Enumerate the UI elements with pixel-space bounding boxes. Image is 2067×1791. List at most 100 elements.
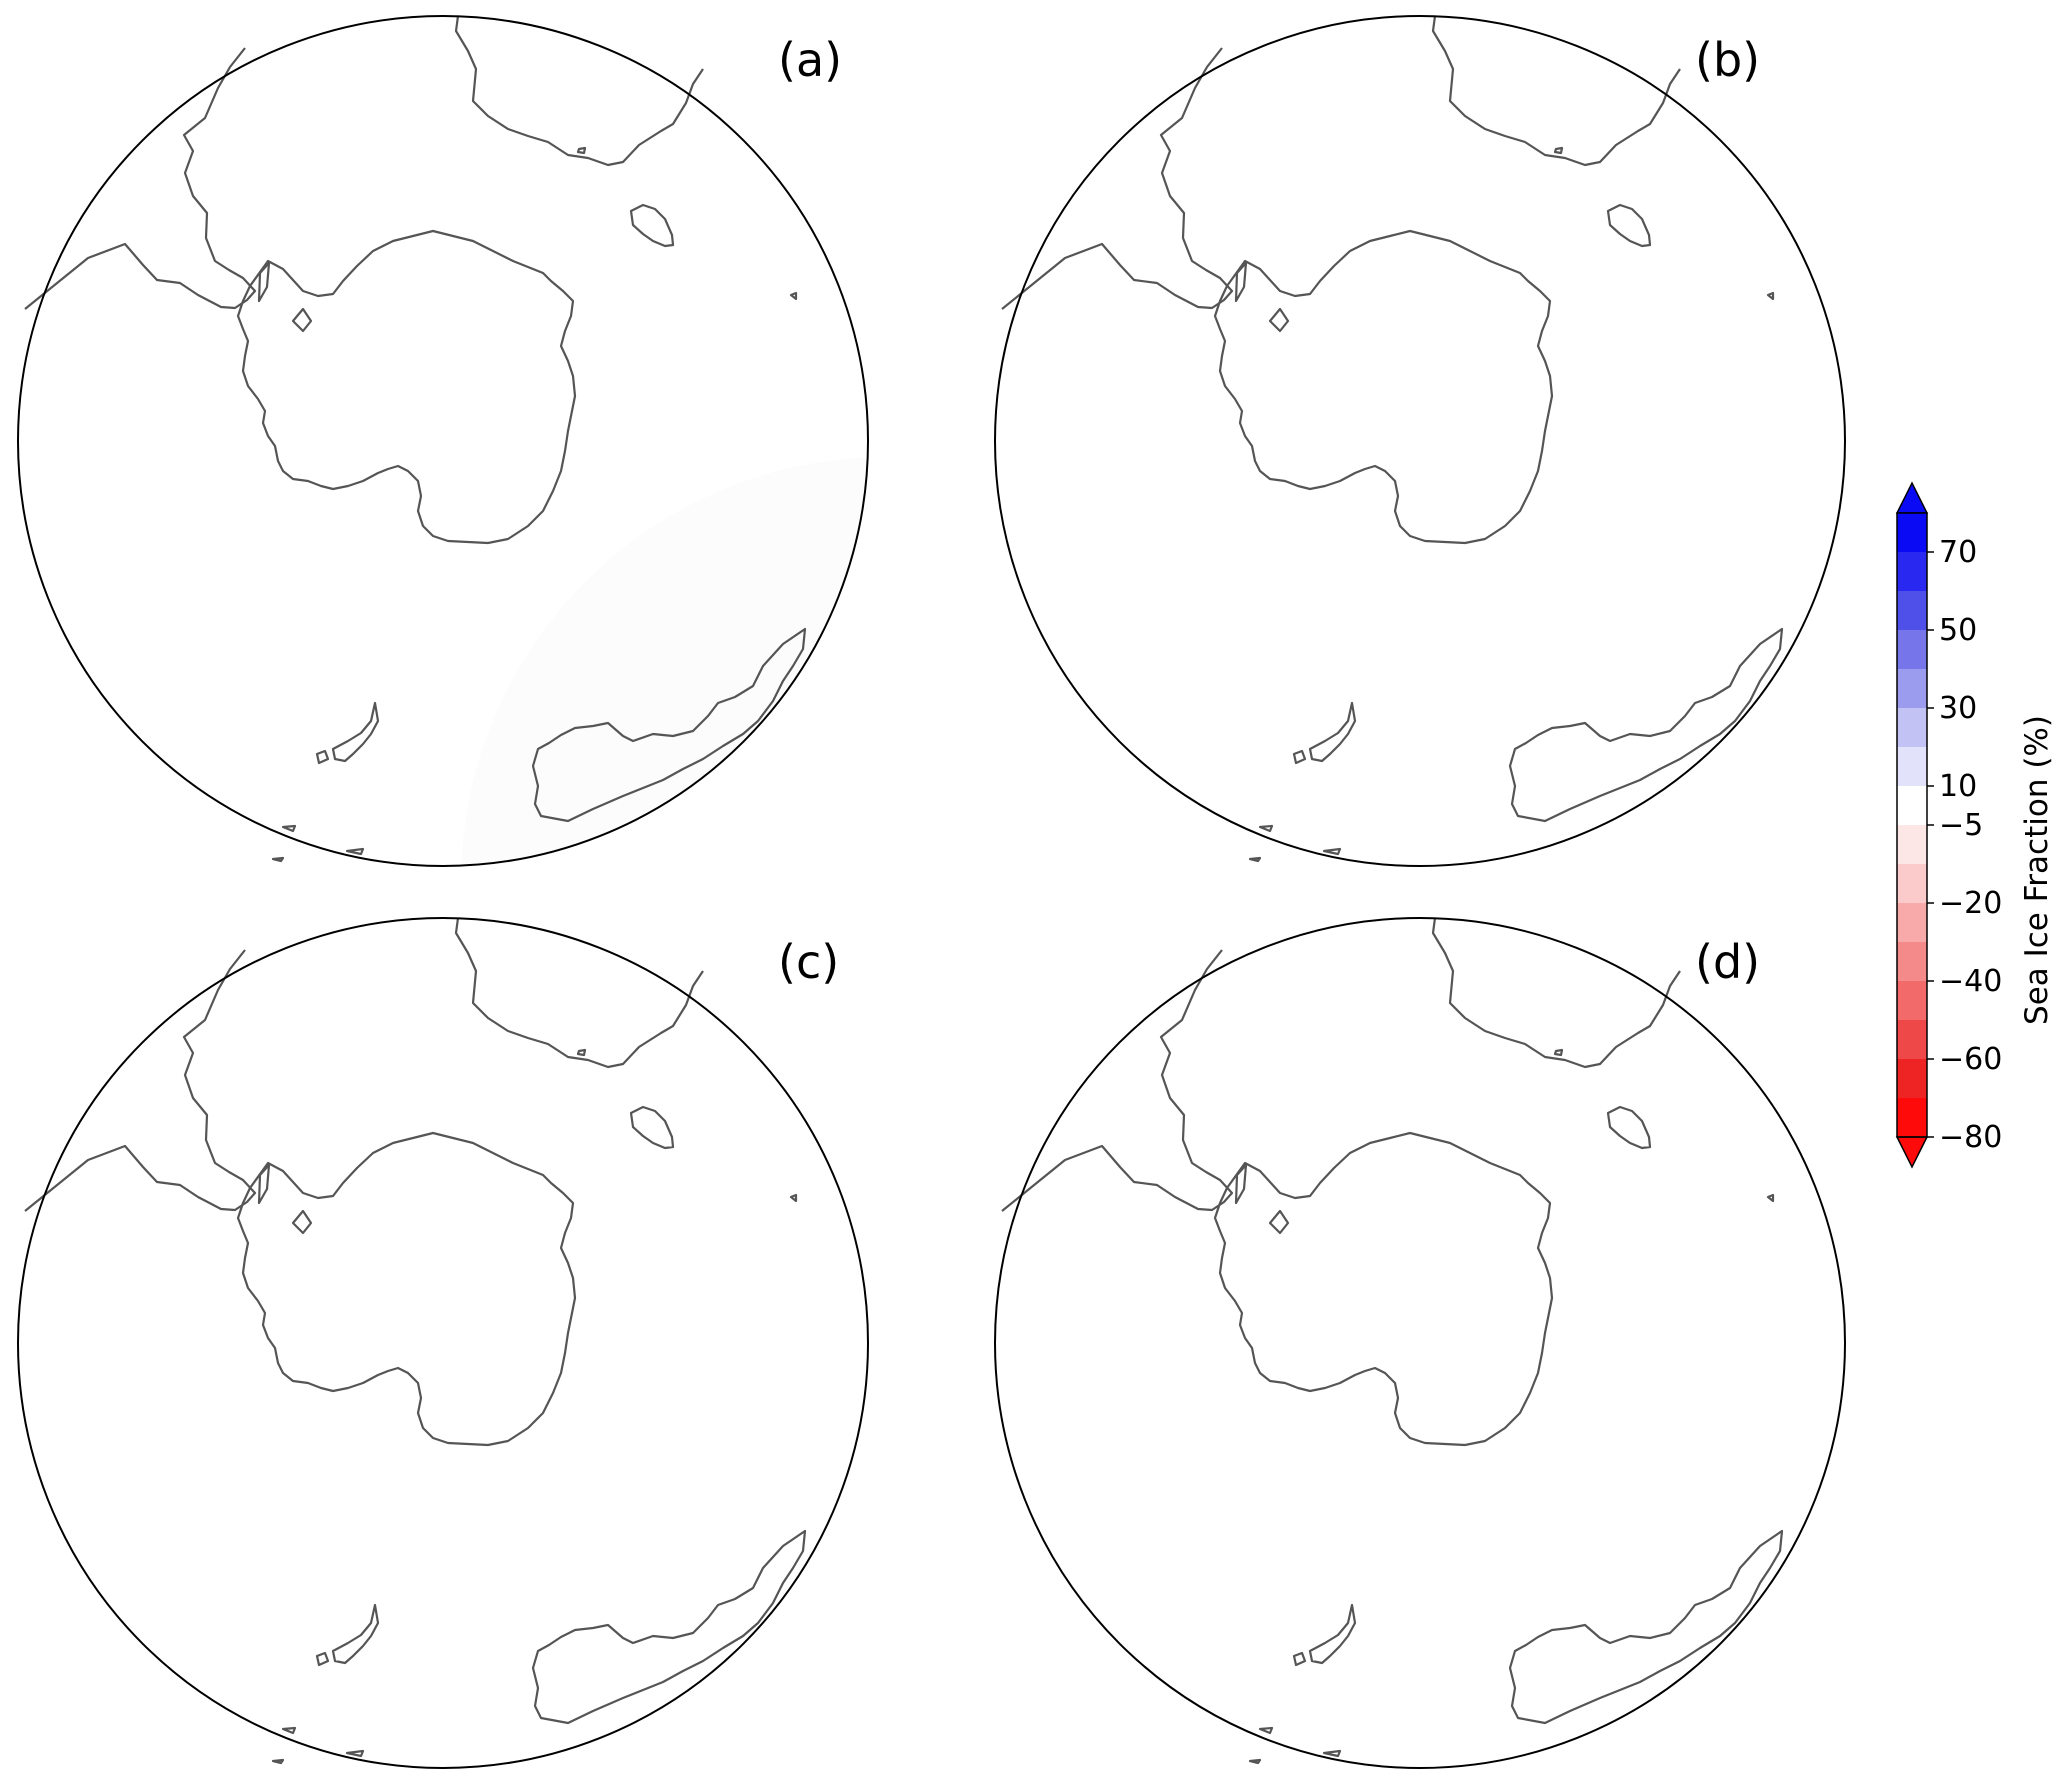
sea-ice-anomaly-contour [189, 1213, 259, 1438]
antarctica-land [1215, 1133, 1552, 1445]
ocean-background [17, 917, 869, 1769]
sea-ice-anomaly-contour [191, 311, 259, 536]
colorbar-segment [1897, 825, 1927, 865]
colorbar-tick-label: 30 [1939, 691, 1977, 726]
map-panel-c [17, 917, 869, 1769]
sea-ice-anomaly-contour [458, 1226, 523, 1393]
sea-ice-anomaly-contour [473, 1233, 511, 1316]
colorbar-segment [1897, 981, 1927, 1021]
sea-ice-anomaly-contour [1180, 1031, 1673, 1215]
colorbar-segment [1897, 630, 1927, 670]
colorbar-tick-label: 50 [1939, 613, 1977, 648]
map-boundary-a [17, 15, 869, 867]
panel-label-d: (d) [1695, 935, 1760, 989]
map-boundary-c [17, 917, 869, 1769]
sea-ice-anomaly-contour [458, 320, 503, 385]
sea-ice-anomaly-contour [1410, 1042, 1640, 1183]
sea-ice-anomaly-contour [1189, 173, 1335, 321]
sea-ice-anomaly-contour [293, 396, 311, 407]
coastline-c [23, 916, 807, 1765]
sea-ice-anomaly-contour [149, 1188, 307, 1518]
sea-ice-anomaly-contour [1450, 1243, 1488, 1326]
coastline-b [1000, 14, 1784, 863]
sea-ice-anomaly-contour [1240, 546, 1270, 565]
sea-ice-anomaly-contour [493, 1096, 651, 1173]
colorbar-segment [1897, 864, 1927, 904]
colorbar-segment [1897, 747, 1927, 787]
sea-ice-anomaly-contour [1139, 132, 1440, 503]
sea-ice-anomaly-contour [1435, 1231, 1502, 1393]
colorbar-segment [1897, 552, 1927, 592]
sea-ice-anomaly-contour [1281, 371, 1595, 618]
sea-ice-anomaly-contour [1440, 546, 1535, 606]
ocean-background [994, 15, 1846, 867]
panel-label-b: (b) [1695, 33, 1760, 87]
sea-ice-anomaly-contour [321, 404, 330, 413]
colorbar-segment [1897, 1059, 1927, 1099]
sea-ice-anomaly-contour [1298, 1306, 1307, 1315]
sea-ice-anomaly-contour [1150, 148, 1390, 461]
sea-ice-anomaly-contour [1255, 1054, 1652, 1193]
colorbar-segment [1897, 513, 1927, 553]
colorbar-segment [1897, 903, 1927, 943]
panel-label-c: (c) [778, 935, 839, 989]
sea-ice-anomaly-contour [1220, 236, 1312, 271]
colorbar-segment [1897, 708, 1927, 748]
coastline-d [1000, 916, 1784, 1765]
sea-ice-anomaly-contour [170, 1198, 282, 1483]
sea-ice-anomaly-contour [1165, 161, 1360, 431]
sea-ice-anomaly-contour [1460, 222, 1536, 248]
panel-label-a: (a) [778, 33, 842, 87]
colorbar-segment [1897, 591, 1927, 631]
sea-ice-anomaly-contour [1254, 181, 1305, 221]
colorbar-extend-top [1895, 481, 1929, 514]
colorbar-tick-label: 70 [1939, 535, 1977, 570]
colorbar-segment [1897, 942, 1927, 982]
sea-ice-anomaly-contour [196, 331, 219, 461]
sea-ice-anomaly-contour [1169, 1233, 1192, 1363]
ocean-background [994, 917, 1846, 1769]
colorbar-tick-label: −60 [1939, 1042, 2002, 1077]
sea-ice-anomaly-contour [1595, 346, 1623, 400]
map-panel-b [994, 15, 1846, 867]
colorbar-tick-label: 10 [1939, 769, 1977, 804]
sea-ice-anomaly-contour [1388, 1428, 1475, 1471]
sea-ice-anomaly-contour [283, 1053, 673, 1193]
sea-ice-anomaly-contour [1165, 1213, 1237, 1438]
colorbar-segment [1897, 786, 1927, 826]
colorbar-segment [1897, 1020, 1927, 1060]
antarctica-land [461, 457, 575, 543]
antarctica-land [238, 1133, 575, 1445]
sea-ice-anomaly-contour [1360, 441, 1575, 606]
sea-ice-anomaly-contour [1430, 215, 1576, 291]
sea-ice-anomaly-contour [1339, 1462, 1368, 1486]
sea-ice-anomaly-contour [473, 461, 544, 492]
sea-ice-anomaly-contour [172, 296, 282, 581]
colorbar-segment [1897, 1098, 1927, 1138]
colorbar-tick-label: −80 [1939, 1120, 2002, 1155]
sea-ice-anomaly-contour [195, 1233, 219, 1363]
antarctica-land [1215, 231, 1552, 543]
colorbar-title: Sea Ice Fraction (%) [2019, 715, 2055, 1025]
sea-ice-anomaly-contour [151, 286, 310, 611]
colorbar-tick-label: −5 [1939, 808, 1983, 843]
sea-ice-anomaly-contour [1298, 404, 1307, 413]
sea-ice-anomaly-contour [1147, 1198, 1259, 1483]
sea-ice-anomaly-contour [283, 151, 673, 291]
map-panel-a [151, 151, 869, 867]
sea-ice-anomaly-contour [321, 1306, 330, 1315]
map-panel-d [994, 917, 1846, 1769]
sea-ice-anomaly-contour [1270, 396, 1295, 408]
sea-ice-anomaly-contour [273, 207, 343, 234]
sea-ice-anomaly-contour [373, 1441, 453, 1467]
sea-ice-anomaly-contour [1450, 1053, 1560, 1091]
sea-ice-anomaly-contour [1215, 178, 1315, 281]
map-boundary-d [994, 917, 1846, 1769]
sea-ice-anomaly-contour [362, 1433, 468, 1473]
colorbar-tick-label: −40 [1939, 964, 2002, 999]
map-boundary-b [994, 15, 1846, 867]
colorbar-extend-bottom [1895, 1136, 1929, 1169]
colorbar-segment [1897, 669, 1927, 709]
ocean-background [461, 457, 869, 867]
